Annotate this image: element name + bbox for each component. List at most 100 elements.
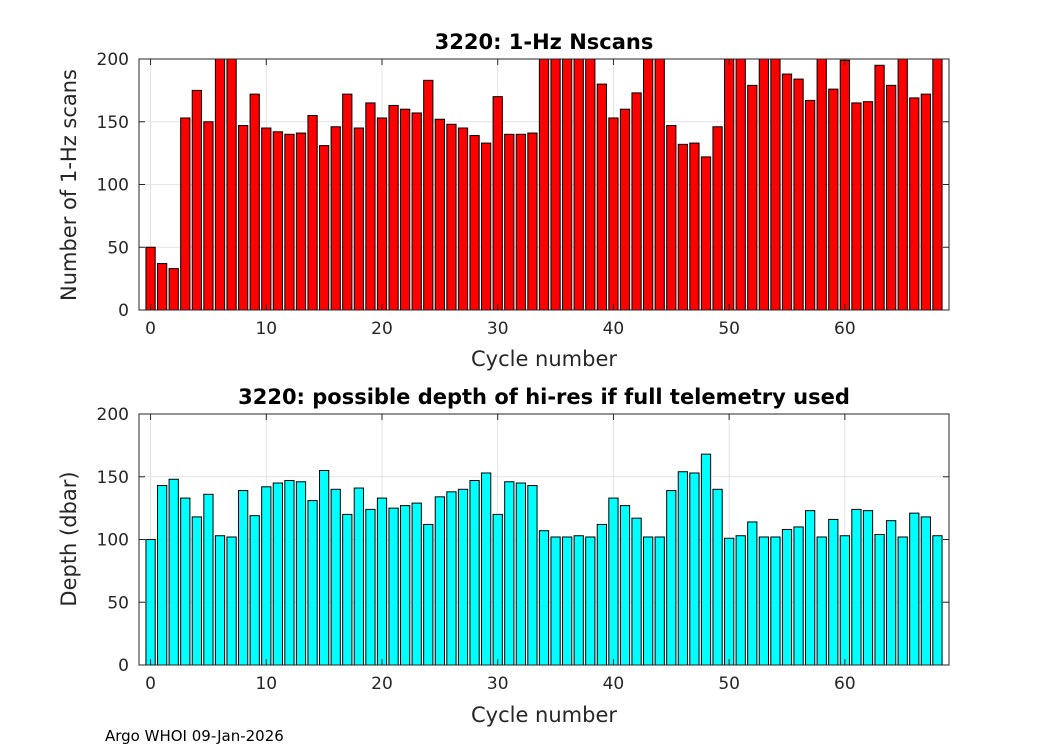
bar: [562, 536, 573, 666]
bar: [724, 58, 735, 311]
y-tick-label: 150: [97, 113, 129, 133]
bar: [932, 535, 943, 666]
bar: [747, 521, 758, 666]
x-tick-label: 0: [145, 674, 156, 694]
bar: [400, 108, 411, 311]
bar: [469, 135, 480, 311]
bar: [145, 246, 156, 311]
x-tick-label: 0: [145, 319, 156, 339]
x-axis-label: Cycle number: [471, 347, 617, 371]
ticks: 0 10 20 30 40 50 60 0 50 100 150 200: [97, 405, 949, 694]
chart-title: 3220: possible depth of hi-res if full t…: [238, 385, 850, 409]
bar: [307, 500, 318, 666]
bar: [168, 268, 179, 311]
bar: [214, 535, 226, 666]
bar: [562, 58, 573, 311]
bar: [145, 539, 156, 666]
bar: [874, 533, 885, 666]
footer-credit: Argo WHOI 09-Jan-2026: [105, 727, 284, 745]
bar: [758, 536, 769, 666]
bar: [180, 497, 191, 666]
bar: [238, 125, 249, 311]
bar: [492, 513, 503, 666]
bar: [284, 480, 295, 666]
bar: [492, 96, 503, 311]
bar: [654, 536, 665, 666]
bar: [585, 536, 596, 666]
x-tick-label: 20: [371, 674, 393, 694]
y-tick-label: 200: [97, 50, 129, 70]
chart-depth: 3220: possible depth of hi-res if full t…: [57, 385, 950, 727]
x-tick-label: 10: [255, 674, 277, 694]
bar: [319, 469, 330, 666]
x-tick-label: 30: [487, 674, 509, 694]
bar: [619, 108, 631, 311]
bar: [376, 497, 388, 666]
bar: [249, 93, 260, 311]
bar: [353, 127, 364, 311]
bar: [920, 516, 931, 666]
bar: [411, 502, 422, 666]
bar: [666, 125, 677, 311]
y-tick-label: 50: [107, 238, 129, 258]
bar: [631, 92, 642, 311]
bar: [828, 518, 839, 666]
bar: [886, 84, 897, 311]
bar: [515, 482, 526, 666]
bar: [191, 516, 202, 666]
bar: [284, 133, 295, 311]
bar: [712, 488, 723, 666]
y-tick-label: 150: [97, 468, 129, 488]
bar: [272, 482, 283, 666]
bar: [157, 263, 168, 311]
bar: [238, 490, 249, 666]
x-tick-label: 40: [603, 674, 625, 694]
bar: [839, 59, 850, 311]
y-axis-label: Depth (dbar): [57, 471, 81, 606]
bar: [191, 89, 202, 311]
ticks: 0 10 20 30 40 50 60 0 50 100 150 200: [97, 50, 949, 339]
bar: [862, 510, 874, 666]
bar: [203, 121, 214, 311]
x-tick-label: 50: [718, 674, 740, 694]
bar: [365, 508, 376, 666]
bar: [619, 505, 631, 666]
bar: [573, 58, 584, 311]
bar: [608, 497, 619, 666]
bar: [851, 508, 862, 666]
bar: [469, 480, 480, 666]
y-tick-label: 0: [118, 656, 129, 676]
bar: [700, 156, 712, 311]
bar: [388, 507, 399, 666]
bar: [816, 58, 827, 311]
bar: [342, 93, 353, 311]
bars: [145, 58, 943, 311]
bar: [376, 117, 388, 311]
bar: [527, 485, 538, 666]
bar: [481, 472, 492, 666]
bar: [839, 535, 850, 666]
bar: [724, 537, 735, 666]
bar: [481, 142, 492, 311]
bar: [735, 535, 746, 666]
bar: [550, 536, 561, 666]
bar: [307, 114, 318, 311]
chart-nscans: 3220: 1-Hz Nscans Cycle number Number of…: [57, 30, 950, 371]
bar: [793, 526, 804, 666]
bar: [596, 83, 607, 311]
bar: [689, 142, 700, 311]
x-axis-label: Cycle number: [471, 703, 617, 727]
x-tick-label: 60: [834, 319, 856, 339]
bar: [504, 133, 515, 311]
bar: [446, 123, 457, 311]
x-tick-label: 40: [603, 319, 625, 339]
bar: [295, 132, 307, 311]
bar: [446, 491, 457, 666]
bar: [677, 143, 688, 311]
bar: [631, 517, 642, 666]
bar: [758, 58, 769, 311]
bar: [168, 478, 179, 666]
bar: [643, 536, 654, 666]
y-tick-label: 100: [97, 176, 129, 196]
bar: [411, 112, 422, 311]
